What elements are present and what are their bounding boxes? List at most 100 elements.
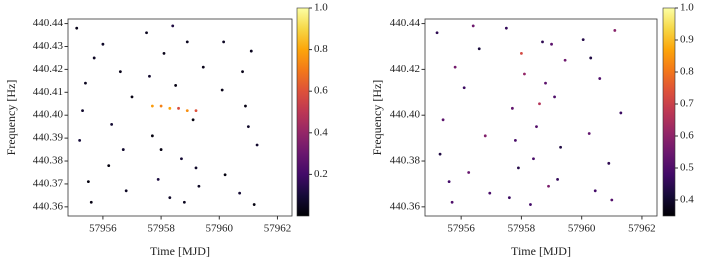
x-tick-label: 57956 (447, 223, 475, 235)
x-tick-label: 57958 (508, 223, 536, 235)
y-tick-label: 440.37 (33, 177, 64, 189)
colorbar-tick-label: 0.5 (680, 162, 694, 174)
colorbar-tick-label: 0.2 (314, 168, 328, 180)
point (92, 56, 96, 60)
axes-frame (67, 18, 293, 217)
point (435, 31, 439, 35)
point (182, 200, 186, 204)
point (107, 164, 111, 168)
point (450, 200, 454, 204)
point (587, 132, 591, 135)
point (180, 157, 183, 161)
point (438, 152, 442, 156)
point (556, 177, 559, 181)
point (517, 166, 520, 170)
point (441, 118, 445, 122)
point (220, 88, 224, 92)
y-tick-label: 440.36 (390, 200, 421, 212)
point (547, 184, 550, 188)
point (89, 200, 93, 204)
point (607, 161, 611, 165)
point (185, 109, 189, 113)
point (162, 51, 166, 55)
point (535, 125, 538, 129)
point (191, 118, 195, 122)
y-tick-label: 440.36 (33, 200, 64, 212)
point (520, 51, 523, 55)
point (581, 38, 585, 42)
point (194, 109, 198, 113)
point (553, 95, 556, 99)
x-tick-label: 57958 (147, 223, 175, 235)
point (613, 29, 617, 32)
point (483, 134, 487, 138)
point (467, 171, 471, 174)
y-axis-label: Frequency [Hz] (370, 80, 384, 156)
y-tick-label: 440.42 (390, 63, 420, 75)
colorbar-tick-label: 1.0 (314, 2, 328, 14)
point (462, 86, 466, 90)
point (477, 47, 481, 51)
point (121, 148, 125, 151)
point (541, 40, 544, 44)
point (471, 24, 475, 28)
point (168, 196, 172, 200)
y-tick-label: 440.44 (390, 17, 421, 29)
point (507, 196, 511, 200)
point (150, 104, 154, 108)
colorbar-tick-label: 0.7 (680, 98, 694, 110)
point (488, 191, 492, 195)
point (81, 109, 84, 113)
point (255, 143, 259, 147)
y-tick-label: 440.38 (390, 155, 421, 167)
point (563, 58, 567, 62)
point (185, 40, 189, 44)
colorbar-tick-label: 1.0 (680, 2, 694, 14)
point (238, 191, 242, 195)
point (159, 148, 163, 151)
point (84, 81, 87, 85)
point (168, 106, 172, 110)
point (610, 198, 614, 202)
x-tick-label: 57960 (206, 223, 234, 235)
colorbar-tick-label: 0.8 (680, 66, 694, 78)
x-tick-label: 57956 (89, 223, 117, 235)
point (75, 26, 79, 30)
point (130, 95, 134, 99)
point (504, 26, 508, 30)
x-axis-label: Time [MJD] (511, 244, 571, 258)
point (447, 180, 451, 184)
colorbar-tick-label: 0.6 (680, 130, 694, 142)
point (78, 139, 82, 142)
point (159, 104, 163, 108)
point (593, 189, 597, 193)
point (86, 180, 90, 184)
colorbar (662, 7, 676, 217)
point (223, 173, 227, 177)
colorbar-tick-label: 0.4 (680, 194, 694, 206)
point (197, 184, 201, 188)
colorbar-tick-label: 0.8 (314, 43, 328, 55)
point (246, 125, 250, 129)
y-tick-label: 440.38 (33, 155, 64, 167)
point (156, 177, 160, 181)
x-axis-label: Time [MJD] (150, 244, 210, 258)
point (513, 139, 517, 142)
point (532, 157, 535, 161)
point (598, 77, 602, 80)
y-tick-label: 440.44 (33, 17, 64, 29)
x-tick-label: 57962 (264, 223, 292, 235)
axes-frame (424, 18, 658, 217)
point (453, 65, 457, 69)
y-axis-label: Frequency [Hz] (4, 80, 18, 156)
colorbar-tick-label: 0.6 (314, 85, 328, 97)
y-tick-label: 440.43 (33, 40, 64, 52)
y-tick-label: 440.40 (33, 109, 64, 121)
point (222, 40, 226, 44)
colorbar-tick-label: 0.9 (680, 34, 694, 46)
y-tick-label: 440.40 (390, 109, 421, 121)
point (174, 84, 178, 87)
x-tick-label: 57960 (568, 223, 596, 235)
y-tick-label: 440.41 (33, 86, 63, 98)
